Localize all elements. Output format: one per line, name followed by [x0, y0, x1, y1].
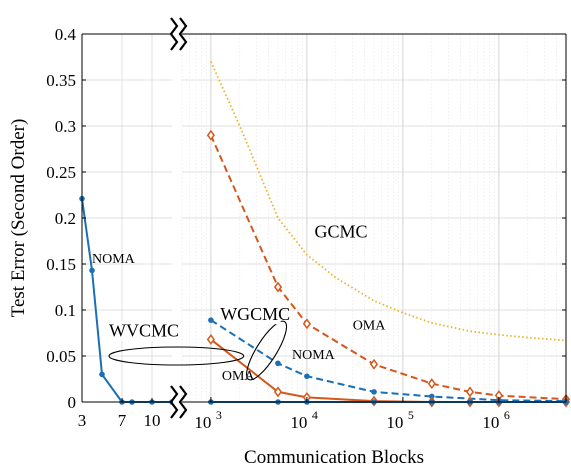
wvcmc-group-ellipse [108, 346, 245, 366]
series-marker-dot [275, 360, 281, 367]
axis-break-gap [173, 18, 181, 50]
decorations-layer [108, 320, 288, 381]
series-marker-dot [371, 389, 377, 395]
series-marker-diamond [206, 333, 215, 345]
series-line-5 [210, 61, 567, 342]
series-marker-diamond [206, 129, 215, 141]
axis-break-mark [178, 385, 188, 419]
series-marker-dot [208, 317, 214, 323]
x-tick-label: 10 [144, 411, 161, 430]
x-tick-label-exponent: 3 [216, 408, 222, 422]
axes-layer [81, 17, 567, 419]
x-tick-label-exponent: 5 [408, 408, 414, 422]
series-marker-dot [428, 393, 435, 400]
annotation-oma: OMA [353, 318, 387, 333]
annotation-background [218, 304, 281, 325]
x-tick-label: 10 [386, 413, 403, 432]
y-tick-label: 0.3 [55, 117, 76, 136]
annotation-wgcmc: WGCMC [220, 304, 290, 324]
series-marker-diamond [369, 358, 379, 370]
y-tick-label: 0.4 [55, 25, 77, 44]
x-tick-label: 10 [194, 413, 211, 432]
x-tick-label: 3 [78, 411, 87, 430]
x-tick-label-exponent: 4 [312, 408, 318, 422]
y-tick-label: 0 [68, 393, 77, 412]
y-tick-label: 0.35 [46, 71, 76, 90]
series-marker-diamond [427, 378, 436, 390]
series-line-1 [209, 134, 567, 401]
series-marker-diamond [273, 386, 283, 398]
series-marker-dot [99, 371, 105, 378]
series-marker-dot [304, 373, 310, 380]
series-marker-diamond [465, 386, 475, 398]
axis-break-mark [169, 17, 179, 51]
series-marker-dot [89, 267, 95, 274]
axis-break-mark [178, 17, 188, 51]
annotation-background [107, 320, 170, 341]
series-marker-diamond [273, 281, 283, 293]
x-tick-label: 10 [290, 413, 307, 432]
axis-break-mark [169, 385, 179, 419]
x-axis-label: Communication Blocks [244, 447, 424, 468]
y-tick-label: 0.1 [55, 301, 76, 320]
x-tick-label-exponent: 6 [504, 408, 510, 422]
axis-break-gap [173, 386, 181, 418]
annotation-wvcmc: WVCMC [109, 321, 179, 341]
x-tick-label: 7 [118, 411, 127, 430]
x-tick-label: 10 [482, 413, 499, 432]
y-tick-label: 0.2 [55, 209, 76, 228]
labels-layer: 00.050.10.150.20.250.30.350.43 7 10 10 3 10 4 1… [8, 25, 510, 468]
y-tick-label: 0.15 [46, 255, 76, 274]
y-axis-label: Test Error (Second Order) [8, 119, 29, 318]
annotation-noma: NOMA [292, 348, 336, 363]
y-tick-label: 0.25 [46, 163, 76, 182]
annotation-oma: OMA [222, 369, 256, 384]
series-marker-diamond [302, 318, 311, 330]
annotation-noma: NOMA [92, 252, 136, 267]
annotation-gcmc: GCMC [315, 221, 368, 241]
y-tick-label: 0.05 [46, 347, 76, 366]
wgcmc-group-ellipse [246, 320, 288, 381]
